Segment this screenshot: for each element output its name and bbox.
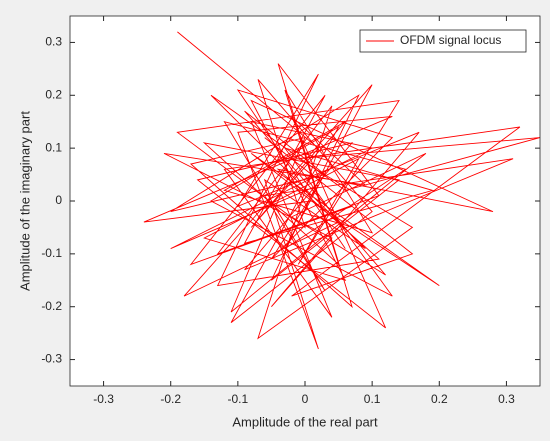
x-tick-label: 0.3	[498, 392, 515, 406]
y-tick-label: -0.3	[41, 352, 62, 366]
legend-label: OFDM signal locus	[400, 33, 501, 47]
y-tick-label: 0.2	[45, 87, 62, 101]
x-tick-label: 0	[302, 392, 309, 406]
series-line	[143, 31, 541, 350]
x-tick-label: 0.1	[364, 392, 381, 406]
x-axis-label: Amplitude of the real part	[232, 414, 378, 429]
legend-box	[359, 29, 527, 53]
y-tick-label: 0.3	[45, 35, 62, 49]
x-tick-label: -0.3	[93, 392, 114, 406]
x-tick-label: 0.2	[431, 392, 448, 406]
y-tick-label: 0	[55, 193, 62, 207]
y-tick-label: -0.1	[41, 246, 62, 260]
plot-area	[70, 16, 540, 386]
axes-box	[69, 15, 541, 387]
y-tick-label: 0.1	[45, 140, 62, 154]
x-tick-label: -0.2	[160, 392, 181, 406]
y-tick-label: -0.2	[41, 299, 62, 313]
y-axis-label: Amplitude of the imaginary part	[17, 111, 32, 291]
x-tick-label: -0.1	[228, 392, 249, 406]
